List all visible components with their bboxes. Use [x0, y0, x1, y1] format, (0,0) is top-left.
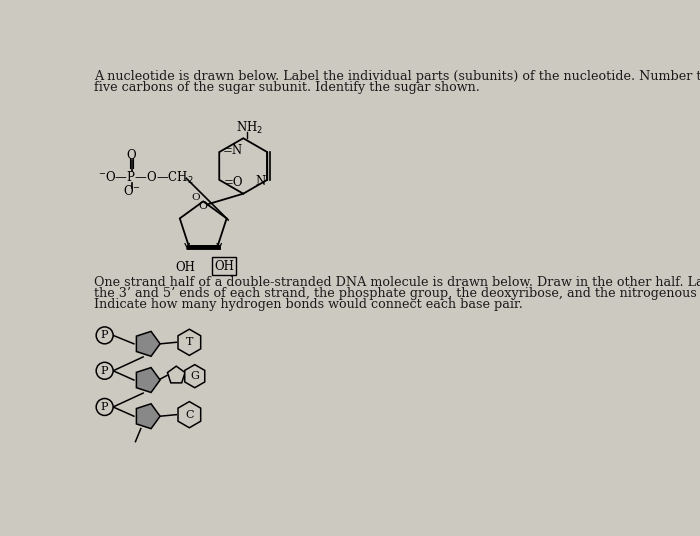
Polygon shape — [136, 331, 160, 356]
Polygon shape — [167, 366, 185, 383]
Text: O: O — [127, 148, 136, 162]
Text: One strand half of a double-stranded DNA molecule is drawn below. Draw in the ot: One strand half of a double-stranded DNA… — [94, 276, 700, 289]
Polygon shape — [185, 364, 204, 388]
Circle shape — [96, 327, 113, 344]
Text: P: P — [101, 330, 108, 340]
Polygon shape — [178, 329, 201, 355]
Text: N: N — [256, 175, 266, 188]
Polygon shape — [136, 368, 160, 392]
Circle shape — [96, 362, 113, 379]
Text: $^{-}$O—P—O—CH$_2$: $^{-}$O—P—O—CH$_2$ — [99, 170, 194, 187]
Text: O$^{-}$: O$^{-}$ — [122, 184, 141, 198]
Polygon shape — [178, 401, 201, 428]
Text: =N: =N — [223, 144, 242, 157]
Text: A nucleotide is drawn below. Label the individual parts (subunits) of the nucleo: A nucleotide is drawn below. Label the i… — [94, 70, 700, 84]
Text: NH$_2$: NH$_2$ — [236, 120, 263, 136]
Text: OH: OH — [176, 262, 195, 274]
Text: =O: =O — [224, 176, 244, 189]
Text: G: G — [190, 371, 199, 381]
Text: the 3’ and 5’ ends of each strand, the phosphate group, the deoxyribose, and the: the 3’ and 5’ ends of each strand, the p… — [94, 287, 700, 300]
Text: Indicate how many hydrogen bonds would connect each base pair.: Indicate how many hydrogen bonds would c… — [94, 297, 523, 311]
Text: OH: OH — [214, 260, 234, 273]
Text: O: O — [192, 193, 200, 202]
Text: O: O — [199, 201, 208, 211]
Polygon shape — [136, 404, 160, 429]
Circle shape — [96, 398, 113, 415]
Text: T: T — [186, 337, 193, 347]
Text: P: P — [101, 366, 108, 376]
Text: C: C — [185, 410, 194, 420]
Text: five carbons of the sugar subunit. Identify the sugar shown.: five carbons of the sugar subunit. Ident… — [94, 81, 480, 94]
Text: P: P — [101, 402, 108, 412]
